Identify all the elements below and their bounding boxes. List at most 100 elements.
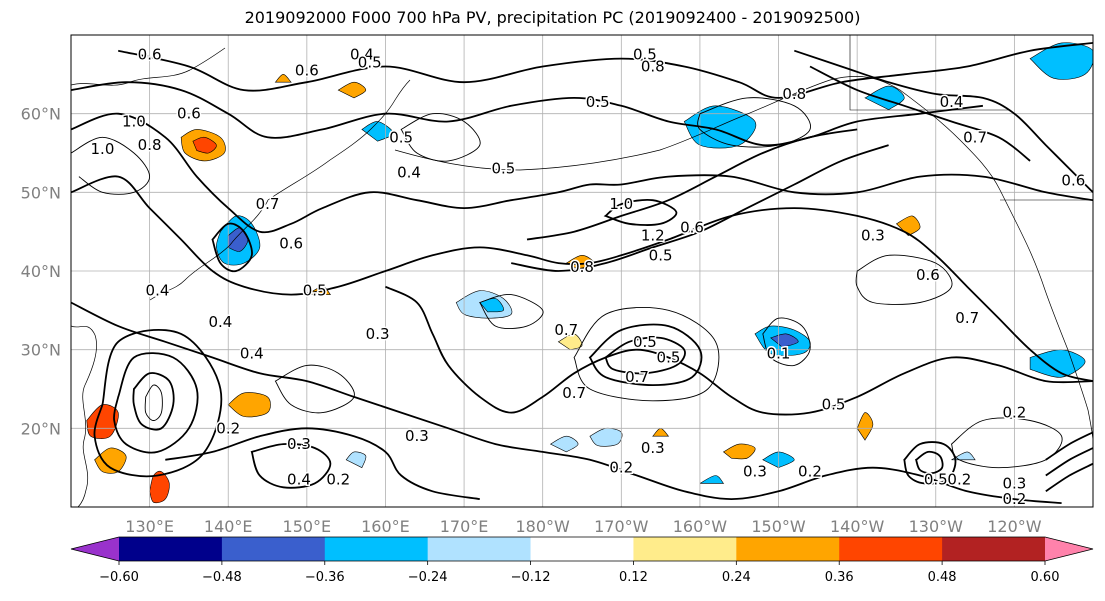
pv-contour-line bbox=[1045, 462, 1093, 493]
contour-label: 0.3 bbox=[743, 463, 767, 481]
colorbar-tick-label: −0.12 bbox=[511, 570, 551, 585]
colorbar-tick-label: −0.48 bbox=[202, 570, 242, 585]
colorbar-tick-label: 0.36 bbox=[825, 570, 854, 585]
axis-tick-labels: 20°N 30°N 40°N 50°N 60°N 130°E 140°E 150°E 160°E… bbox=[21, 105, 1042, 536]
contour-label: 0.5 bbox=[633, 333, 657, 351]
lon-tick-label: 130°E bbox=[125, 517, 174, 536]
map-frame bbox=[70, 34, 1094, 508]
pv-contour-line bbox=[914, 450, 944, 475]
contour-label: 0.6 bbox=[295, 61, 319, 79]
contour-label: 0.7 bbox=[562, 384, 586, 402]
precip-anomaly-patch bbox=[1029, 349, 1086, 378]
contour-label-layer: 0.6 0.40.50.60.50.80.8 0.40.70.60.61.01.0 0… bbox=[89, 44, 1087, 508]
precip-anomaly-patch bbox=[94, 447, 127, 474]
colorbar-swatch bbox=[119, 537, 223, 561]
lat-tick-label: 50°N bbox=[21, 183, 61, 202]
colorbar-tick-label: 0.60 bbox=[1031, 570, 1060, 585]
pv-contour-line bbox=[855, 254, 953, 305]
border-alaska-canada bbox=[849, 35, 1010, 111]
contour-label: 1.0 bbox=[122, 113, 146, 131]
contour-label: 0.6 bbox=[1061, 172, 1085, 190]
precip-anomaly-patch bbox=[895, 215, 921, 236]
pv-contour-line bbox=[603, 198, 678, 226]
contour-label: 0.3 bbox=[861, 227, 885, 245]
pv-contour-line bbox=[794, 49, 1093, 193]
pv-contour-line bbox=[274, 364, 355, 414]
contour-label: 0.5 bbox=[649, 246, 673, 264]
contour-label: 0.5 bbox=[389, 128, 413, 146]
contour-label: 0.6 bbox=[177, 105, 201, 123]
colorbar-swatch bbox=[530, 537, 634, 561]
contour-label: 0.2 bbox=[798, 463, 822, 481]
contour-label: 0.5 bbox=[586, 93, 610, 111]
colorbar-tick-label: 0.48 bbox=[928, 570, 957, 585]
contour-label: 0.3 bbox=[405, 427, 429, 445]
contour-label: 0.7 bbox=[554, 321, 578, 339]
contour-label: 0.4 bbox=[397, 164, 421, 182]
contour-label: 0.5 bbox=[822, 396, 846, 414]
pv-contour-line bbox=[211, 222, 253, 273]
contour-label: 0.5 bbox=[303, 282, 327, 300]
pv-contour-line bbox=[385, 285, 1093, 416]
pv-contour-line bbox=[903, 441, 957, 485]
lon-tick-label: 160°E bbox=[361, 517, 410, 536]
colorbar-tick-label: −0.36 bbox=[305, 570, 345, 585]
lat-tick-label: 30°N bbox=[21, 341, 61, 360]
contour-label: 0.2 bbox=[947, 470, 971, 488]
colorbar-extend-high bbox=[1045, 537, 1093, 561]
contour-label: 0.5 bbox=[633, 46, 657, 64]
colorbar-extend-low bbox=[71, 537, 119, 561]
lon-tick-label: 170°W bbox=[594, 517, 649, 536]
pv-contour-line bbox=[71, 112, 1093, 234]
contour-label: 0.5 bbox=[657, 349, 681, 367]
lon-tick-label: 150°E bbox=[283, 517, 332, 536]
precip-anomaly-patch bbox=[699, 475, 725, 484]
contour-label: 0.5 bbox=[358, 54, 382, 72]
contour-label: 0.4 bbox=[350, 46, 374, 64]
coastline-north-america bbox=[1014, 219, 1093, 441]
lon-tick-label: 140°E bbox=[204, 517, 253, 536]
contour-label: 0.6 bbox=[138, 46, 162, 64]
pv-contour-line bbox=[250, 443, 332, 489]
contour-label: 1.0 bbox=[609, 195, 633, 213]
contour-label: 0.2 bbox=[326, 470, 350, 488]
coastline-aleutians bbox=[394, 114, 746, 171]
pv-contour-line bbox=[479, 294, 544, 329]
pv-contour-line bbox=[400, 112, 481, 162]
contour-label: 0.5 bbox=[491, 160, 515, 178]
colorbar-tick-label: 0.24 bbox=[722, 570, 751, 585]
coastline-asia bbox=[71, 325, 97, 507]
pv-contour-line bbox=[588, 323, 703, 387]
precip-anomaly-patch bbox=[722, 443, 756, 460]
pv-contour-line bbox=[762, 317, 811, 367]
pv-contour-line bbox=[573, 307, 720, 402]
contour-label: 0.4 bbox=[146, 282, 170, 300]
lon-tick-label: 160°W bbox=[673, 517, 728, 536]
contour-label: 0.4 bbox=[940, 93, 964, 111]
contour-label: 0.2 bbox=[1002, 490, 1026, 508]
contour-label: 0.4 bbox=[240, 345, 264, 363]
lon-tick-label: 170°E bbox=[440, 517, 489, 536]
pv-contour-line bbox=[132, 372, 175, 431]
contour-label: 0.6 bbox=[680, 219, 704, 237]
contour-label: 0.2 bbox=[1002, 404, 1026, 422]
pv-contour-layer bbox=[71, 42, 1093, 504]
pv-contour-line bbox=[71, 136, 151, 195]
contour-label: 0.3 bbox=[641, 439, 665, 457]
pv-contour-line bbox=[697, 97, 811, 148]
lat-tick-label: 20°N bbox=[21, 419, 61, 438]
lon-tick-label: 140°W bbox=[830, 517, 885, 536]
contour-label: 0.7 bbox=[256, 195, 280, 213]
precip-anomaly-patch bbox=[274, 73, 292, 83]
contour-label: 0.8 bbox=[138, 136, 162, 154]
precip-anomaly-patch bbox=[192, 136, 217, 154]
contour-label: 1.2 bbox=[641, 227, 665, 245]
lon-tick-label: 180°W bbox=[516, 517, 571, 536]
contour-label: 1.0 bbox=[91, 140, 115, 158]
lat-tick-label: 40°N bbox=[21, 262, 61, 281]
precip-anomaly-patch bbox=[549, 435, 579, 453]
contour-label: 0.8 bbox=[641, 57, 665, 75]
contour-label: 0.6 bbox=[279, 234, 303, 252]
contour-label: 0.3 bbox=[1002, 474, 1026, 492]
